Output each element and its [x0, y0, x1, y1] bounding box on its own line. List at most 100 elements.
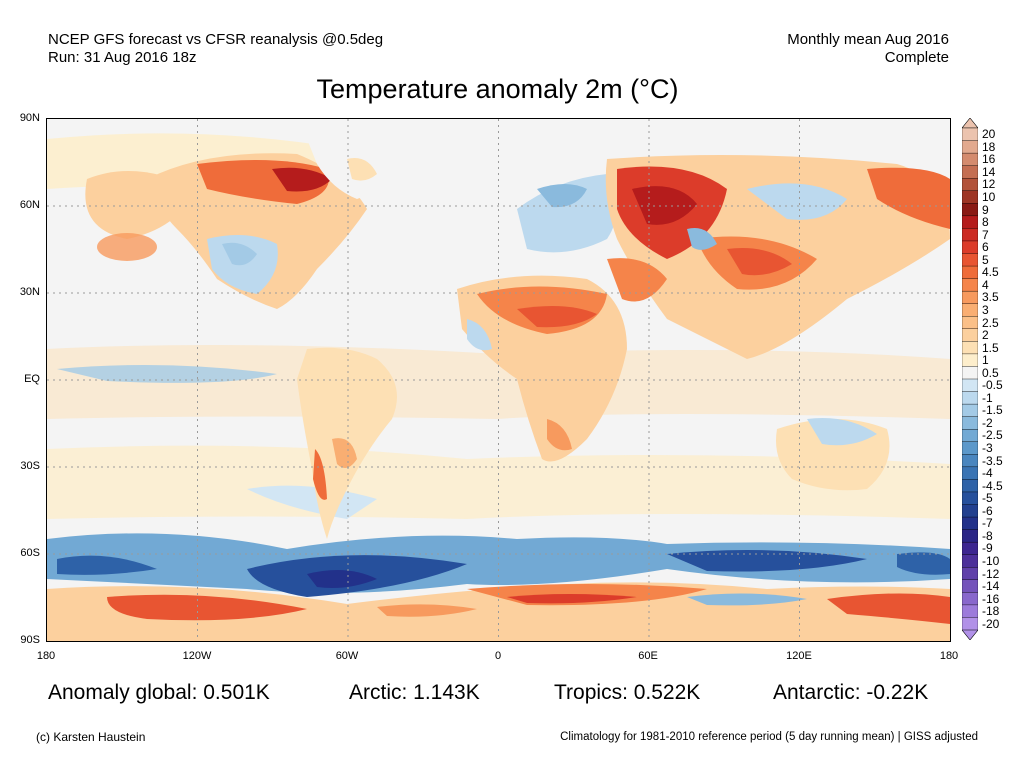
climatology-note: Climatology for 1981-2010 reference peri…: [560, 731, 978, 743]
colorbar-segment: [962, 353, 978, 367]
lon-label-180w: 180: [36, 650, 56, 662]
colorbar-segment: [962, 215, 978, 229]
lon-label-0: 0: [494, 650, 502, 662]
lat-label-60n: 60N: [19, 199, 40, 211]
lon-label-60e: 60E: [638, 650, 658, 662]
colorbar-segment: [962, 516, 978, 531]
colorbar-top-arrow: [962, 118, 978, 129]
colorbar-tick-label: 14: [982, 164, 996, 179]
colorbar-segment: [962, 617, 978, 631]
colorbar-tick-label: -18: [982, 604, 1000, 619]
colorbar-segment: [962, 466, 978, 480]
colorbar-segment: [962, 541, 978, 556]
colorbar-segment: [962, 491, 978, 506]
colorbar-tick-label: -16: [982, 591, 1000, 606]
lon-label-120e: 120E: [786, 650, 812, 662]
colorbar-tick-label: 10: [982, 190, 996, 205]
lon-label-60w: 60W: [335, 650, 359, 662]
colorbar-tick-label: -1: [982, 390, 993, 405]
anomaly-map: [46, 118, 951, 642]
lon-label-180e: 180: [939, 650, 959, 662]
colorbar-segment: [962, 290, 978, 305]
map-title: Temperature anomaly 2m (°C): [316, 74, 679, 104]
model-description: NCEP GFS forecast vs CFSR reanalysis @0.…: [48, 31, 384, 48]
lat-label-eq: EQ: [24, 373, 40, 385]
colorbar-tick-label: 4: [982, 277, 989, 292]
period-label: Monthly mean Aug 2016: [787, 31, 949, 48]
colorbar-tick-label: 0.5: [982, 365, 999, 380]
colorbar-tick-label: -1.5: [982, 403, 1003, 418]
colorbar-segment: [962, 441, 978, 455]
colorbar-tick-label: -6: [982, 503, 993, 518]
colorbar: [962, 118, 978, 640]
colorbar-segment: [962, 391, 978, 405]
colorbar-tick-label: 9: [982, 202, 989, 217]
colorbar-segment: [962, 378, 978, 393]
status-label: Complete: [884, 49, 949, 66]
colorbar-segment: [962, 253, 978, 267]
colorbar-tick-label: 4.5: [982, 265, 999, 280]
colorbar-segment: [962, 429, 978, 443]
colorbar-tick-label: 7: [982, 227, 989, 242]
colorbar-segment: [962, 316, 978, 330]
header-left: NCEP GFS forecast vs CFSR reanalysis @0.…: [48, 31, 383, 67]
colorbar-tick-label: -7: [982, 516, 993, 531]
colorbar-segment: [962, 328, 978, 342]
header-right: Monthly mean Aug 2016 Complete: [787, 31, 949, 67]
colorbar-segment: [962, 303, 978, 317]
colorbar-tick-label: -10: [982, 553, 1000, 568]
colorbar-tick-label: -4.5: [982, 478, 1003, 493]
colorbar-segment: [962, 140, 978, 154]
colorbar-segment: [962, 366, 978, 380]
map-canvas: [47, 119, 950, 641]
colorbar-tick-label: 18: [982, 139, 996, 154]
colorbar-tick-label: -5: [982, 491, 993, 506]
colorbar-segment: [962, 403, 978, 418]
colorbar-segment: [962, 165, 978, 179]
colorbar-tick-label: 6: [982, 240, 989, 255]
colorbar-segment: [962, 529, 978, 543]
colorbar-tick-label: 1: [982, 353, 989, 368]
copyright: (c) Karsten Haustein: [36, 730, 146, 744]
colorbar-segment: [962, 592, 978, 606]
colorbar-tick-label: 2.5: [982, 315, 999, 330]
colorbar-tick-label: -12: [982, 566, 1000, 581]
colorbar-segment: [962, 240, 978, 254]
colorbar-segment: [962, 554, 978, 568]
lat-label-30n: 30N: [19, 286, 40, 298]
stat-tropics: Tropics: 0.522K: [554, 681, 701, 704]
colorbar-tick-label: -4: [982, 466, 993, 481]
colorbar-tick-label: 1.5: [982, 340, 999, 355]
colorbar-segment: [962, 178, 978, 192]
colorbar-tick-label: 2: [982, 328, 989, 343]
colorbar-segment: [962, 228, 978, 242]
colorbar-tick-label: 8: [982, 215, 989, 230]
colorbar-tick-label: -2.5: [982, 428, 1003, 443]
colorbar-segment: [962, 203, 978, 217]
colorbar-tick-label: -3.5: [982, 453, 1003, 468]
colorbar-segment: [962, 127, 978, 142]
lat-label-90n: 90N: [19, 112, 40, 124]
lat-label-60s: 60S: [20, 547, 40, 559]
colorbar-tick-label: 20: [982, 127, 996, 142]
colorbar-tick-label: -2: [982, 415, 993, 430]
colorbar-tick-label: 16: [982, 152, 996, 167]
stat-global: Anomaly global: 0.501K: [48, 681, 270, 704]
colorbar-tick-label: -14: [982, 579, 1000, 594]
colorbar-segment: [962, 190, 978, 204]
lon-label-120w: 120W: [182, 650, 212, 662]
lat-label-30s: 30S: [20, 460, 40, 472]
stat-antarctic: Antarctic: -0.22K: [773, 681, 929, 704]
colorbar-segment: [962, 604, 978, 618]
colorbar-tick-label: -8: [982, 528, 993, 543]
colorbar-tick-label: -3: [982, 441, 993, 456]
colorbar-tick-label: 3.5: [982, 290, 999, 305]
colorbar-tick-label: 12: [982, 177, 996, 192]
run-time: Run: 31 Aug 2016 18z: [48, 49, 197, 66]
colorbar-segment: [962, 416, 978, 430]
stat-arctic: Arctic: 1.143K: [349, 681, 480, 704]
colorbar-segment: [962, 265, 978, 280]
colorbar-segment: [962, 278, 978, 292]
colorbar-segment: [962, 454, 978, 468]
colorbar-tick-label: 5: [982, 252, 989, 267]
